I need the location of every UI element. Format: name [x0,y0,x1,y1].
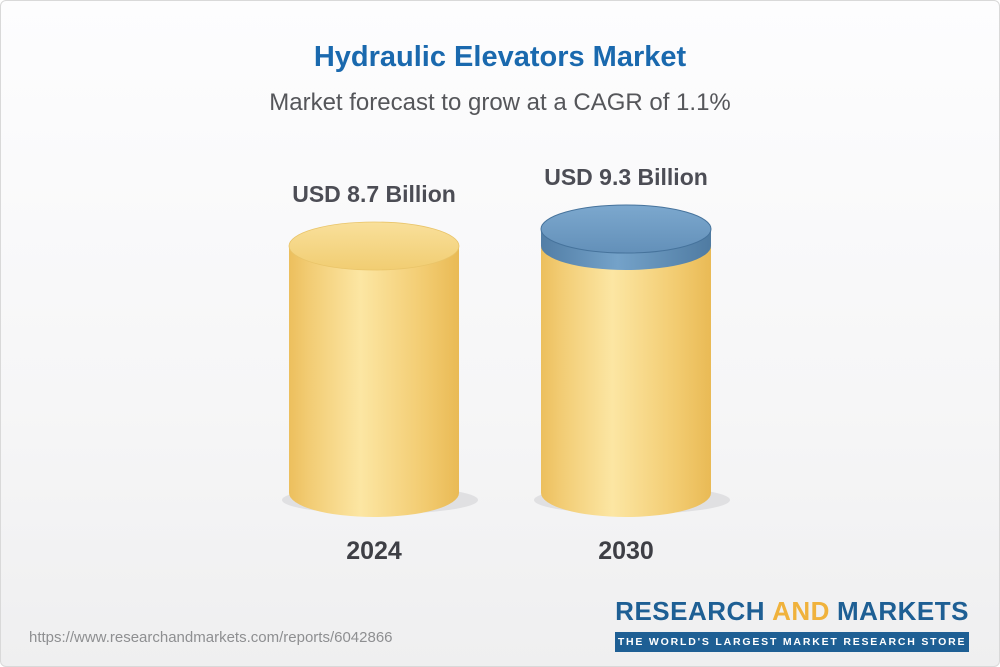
cylinder-bar-chart: USD 8.7 Billion 2024 USD 9.3 Billion 203… [1,141,999,566]
value-label-2030: USD 9.3 Billion [544,164,708,190]
logo-word-and: AND [772,596,830,626]
logo-wordmark: RESEARCH AND MARKETS [615,596,969,627]
chart-header: Hydraulic Elevators Market Market foreca… [1,1,999,117]
category-label-2030: 2030 [598,537,654,565]
category-label-2024: 2024 [346,537,402,565]
logo-word-research: RESEARCH [615,596,766,626]
cylinder-body [289,246,459,517]
logo-tagline: THE WORLD'S LARGEST MARKET RESEARCH STOR… [615,632,969,652]
report-url[interactable]: https://www.researchandmarkets.com/repor… [29,629,393,646]
cylinder-body [541,246,711,517]
value-label-2024: USD 8.7 Billion [292,181,456,207]
logo-word-markets: MARKETS [836,596,969,626]
cylinder-bar-2030 [534,204,730,517]
cylinder-bar-2024 [282,221,478,517]
page-subtitle: Market forecast to grow at a CAGR of 1.1… [269,89,731,116]
bar-group-2024: USD 8.7 Billion 2024 [249,181,499,566]
researchandmarkets-logo: RESEARCH AND MARKETS THE WORLD'S LARGEST M… [615,596,969,652]
bar-group-2030: USD 9.3 Billion 2030 [501,164,751,566]
page-title: Hydraulic Elevators Market [313,41,687,73]
cylinder-top [288,221,460,271]
growth-cap-top [540,204,712,254]
